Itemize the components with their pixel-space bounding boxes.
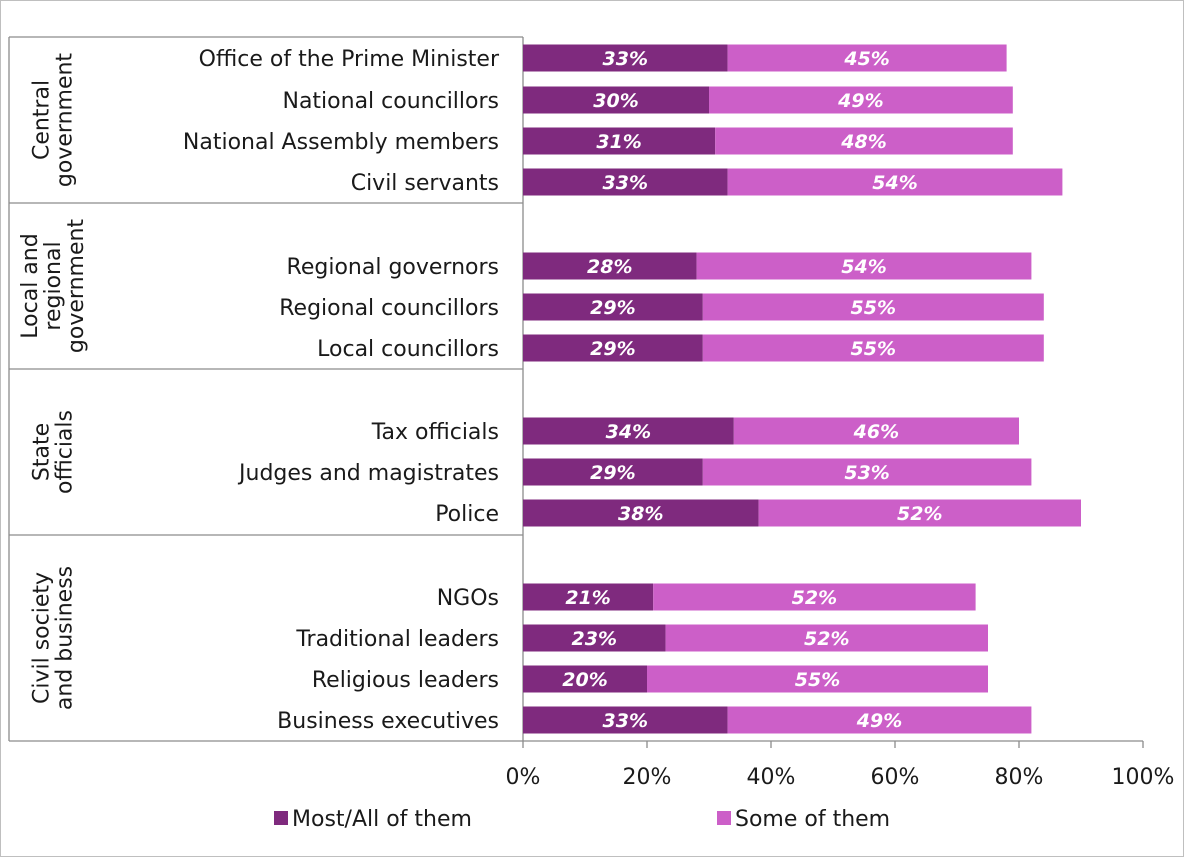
category-label: Judges and magistrates: [237, 461, 499, 486]
category-label: National councillors: [282, 89, 499, 114]
legend-swatch: [717, 811, 731, 825]
x-tick-label: 40%: [747, 765, 796, 790]
category-label: Traditional leaders: [295, 627, 499, 652]
bar-some: [696, 252, 1032, 280]
data-label-most-all: 29%: [590, 297, 635, 319]
bar-some: [702, 293, 1044, 321]
x-tick-label: 60%: [871, 765, 920, 790]
data-label-most-all: 20%: [562, 669, 607, 691]
bar-most-all: [523, 127, 716, 155]
bar-most-all: [523, 293, 703, 321]
bar-some: [727, 706, 1032, 734]
x-tick-label: 80%: [995, 765, 1044, 790]
bar-some: [702, 458, 1032, 486]
data-label-some: 48%: [840, 131, 886, 153]
data-label-most-all: 23%: [572, 628, 617, 650]
data-label-some: 53%: [844, 462, 889, 484]
group-label: Centralgovernment: [30, 53, 78, 187]
bar-most-all: [523, 86, 709, 114]
legend-label: Some of them: [735, 807, 890, 832]
bar-most-all: [523, 252, 697, 280]
x-tick-label: 100%: [1112, 765, 1175, 790]
x-tick-label: 20%: [623, 765, 672, 790]
data-label-some: 54%: [872, 172, 917, 194]
group-label: Local andregionalgovernment: [18, 219, 89, 353]
bar-most-all: [523, 44, 728, 72]
bar-most-all: [523, 458, 703, 486]
bar-some: [653, 583, 976, 611]
category-label: Regional councillors: [279, 296, 499, 321]
data-label-most-all: 29%: [590, 462, 635, 484]
data-label-some: 55%: [795, 669, 840, 691]
data-label-most-all: 33%: [603, 172, 648, 194]
category-label: NGOs: [437, 586, 499, 611]
data-label-most-all: 33%: [603, 48, 648, 70]
bar-some: [665, 624, 988, 652]
bar-most-all: [523, 624, 666, 652]
data-label-some: 49%: [856, 710, 902, 732]
bar-most-all: [523, 665, 647, 693]
data-label-some: 49%: [837, 90, 883, 112]
data-label-most-all: 29%: [590, 338, 635, 360]
bar-some: [715, 127, 1013, 155]
bar-most-all: [523, 583, 654, 611]
category-label: Regional governors: [287, 255, 499, 280]
bar-most-all: [523, 334, 703, 362]
bar-some: [647, 665, 988, 693]
category-label: Local councillors: [317, 337, 499, 362]
data-label-some: 52%: [804, 628, 849, 650]
bar-most-all: [523, 499, 759, 527]
data-label-most-all: 28%: [587, 256, 632, 278]
data-label-some: 52%: [792, 587, 837, 609]
group-label: Civil societyand business: [30, 566, 78, 710]
data-label-some: 55%: [851, 338, 896, 360]
category-label: Tax officials: [371, 420, 499, 445]
bar-most-all: [523, 168, 728, 196]
data-label-most-all: 33%: [603, 710, 648, 732]
data-label-most-all: 38%: [618, 503, 663, 525]
data-label-most-all: 31%: [596, 131, 641, 153]
data-label-some: 52%: [897, 503, 942, 525]
bar-some: [727, 44, 1007, 72]
category-label: National Assembly members: [183, 130, 499, 155]
bar-some: [709, 86, 1013, 114]
category-label: Police: [435, 502, 499, 527]
data-label-most-all: 21%: [565, 587, 610, 609]
data-label-some: 46%: [853, 421, 899, 443]
bar-some: [727, 168, 1063, 196]
category-label: Business executives: [277, 709, 499, 734]
data-label-some: 54%: [841, 256, 886, 278]
bar-some: [733, 417, 1019, 445]
data-label-most-all: 30%: [593, 90, 638, 112]
data-label-some: 55%: [851, 297, 896, 319]
data-label-some: 45%: [843, 48, 889, 70]
data-label-most-all: 34%: [606, 421, 651, 443]
legend-label: Most/All of them: [292, 807, 472, 832]
group-label: Stateofficials: [30, 410, 78, 494]
bar-some: [758, 499, 1081, 527]
category-label: Religious leaders: [312, 668, 499, 693]
category-label: Office of the Prime Minister: [199, 47, 500, 72]
category-label: Civil servants: [351, 171, 499, 196]
x-tick-label: 0%: [506, 765, 541, 790]
legend-swatch: [274, 811, 288, 825]
bar-most-all: [523, 417, 734, 445]
bar-some: [702, 334, 1044, 362]
bar-most-all: [523, 706, 728, 734]
